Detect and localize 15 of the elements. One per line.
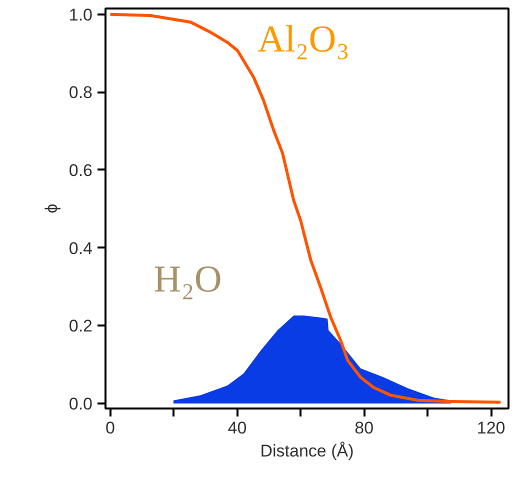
y-tick-label: 0.2 xyxy=(68,316,93,336)
line-series xyxy=(108,12,502,404)
series-label: Al₂O₃ xyxy=(258,18,350,61)
y-tick-label: 0.6 xyxy=(68,160,93,180)
x-tick-label: 80 xyxy=(354,418,374,438)
y-tick-label: 0.4 xyxy=(68,238,93,258)
x-tick-label: 120 xyxy=(476,418,506,438)
x-tick-label: 40 xyxy=(228,418,247,438)
x-tick-label: 0 xyxy=(106,418,115,438)
y-tick-label: 0.0 xyxy=(68,394,93,414)
y-tick-label: 1.0 xyxy=(68,5,93,24)
x-axis-title: Distance (Å) xyxy=(260,442,354,460)
y-tick-label: 0.8 xyxy=(68,83,93,102)
y-axis-title: ϕ xyxy=(42,204,61,214)
series-label: H₂O xyxy=(154,258,222,301)
